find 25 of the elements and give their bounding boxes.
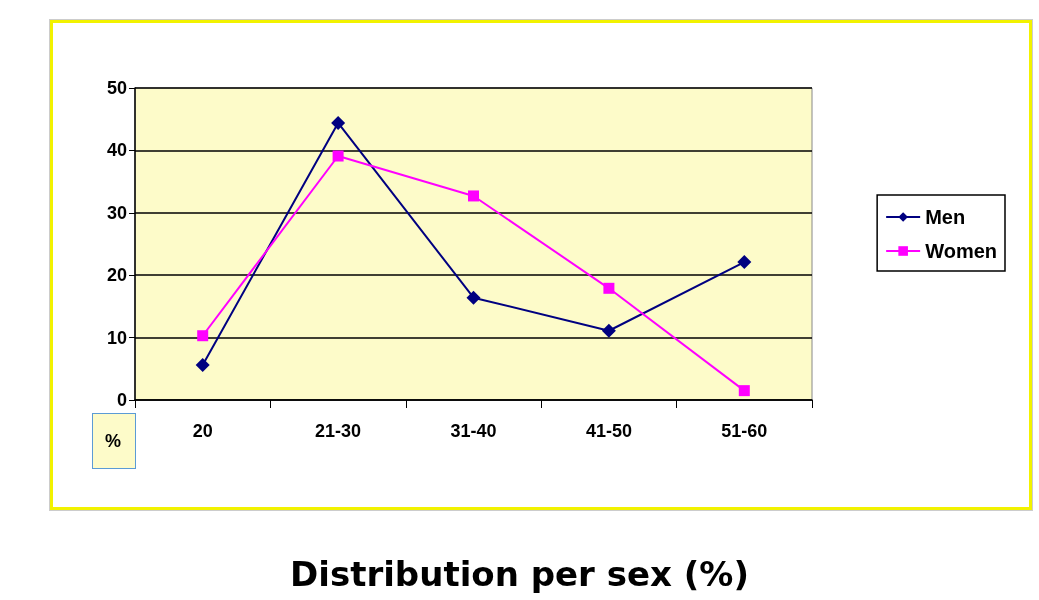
x-tick-label: 31-40 <box>450 421 497 441</box>
point <box>466 290 481 305</box>
text: Distribution per sex (%) <box>290 554 749 594</box>
y-tick-label: 20 <box>106 265 127 286</box>
point <box>601 323 616 338</box>
point <box>332 150 344 162</box>
x-tick-label: 20 <box>192 421 213 441</box>
x-tick-label: 51-60 <box>721 421 768 441</box>
point <box>195 358 210 373</box>
x-tick-label: 21-30 <box>315 421 362 441</box>
point <box>468 190 479 202</box>
point <box>737 255 752 270</box>
point <box>197 330 209 342</box>
point <box>738 385 750 397</box>
y-tick-label: 10 <box>106 327 127 348</box>
legend-label: Women <box>925 240 997 262</box>
y-tick-label: 50 <box>106 78 127 98</box>
y-tick-label: 0 <box>116 390 127 410</box>
y-tick-label: 40 <box>106 140 127 161</box>
y-axis-title: % <box>104 431 121 451</box>
x-tick-label: 41-50 <box>585 421 632 441</box>
point <box>603 282 615 294</box>
point <box>331 115 346 130</box>
y-tick-label: 30 <box>106 202 127 223</box>
legend-label: Men <box>925 206 966 228</box>
